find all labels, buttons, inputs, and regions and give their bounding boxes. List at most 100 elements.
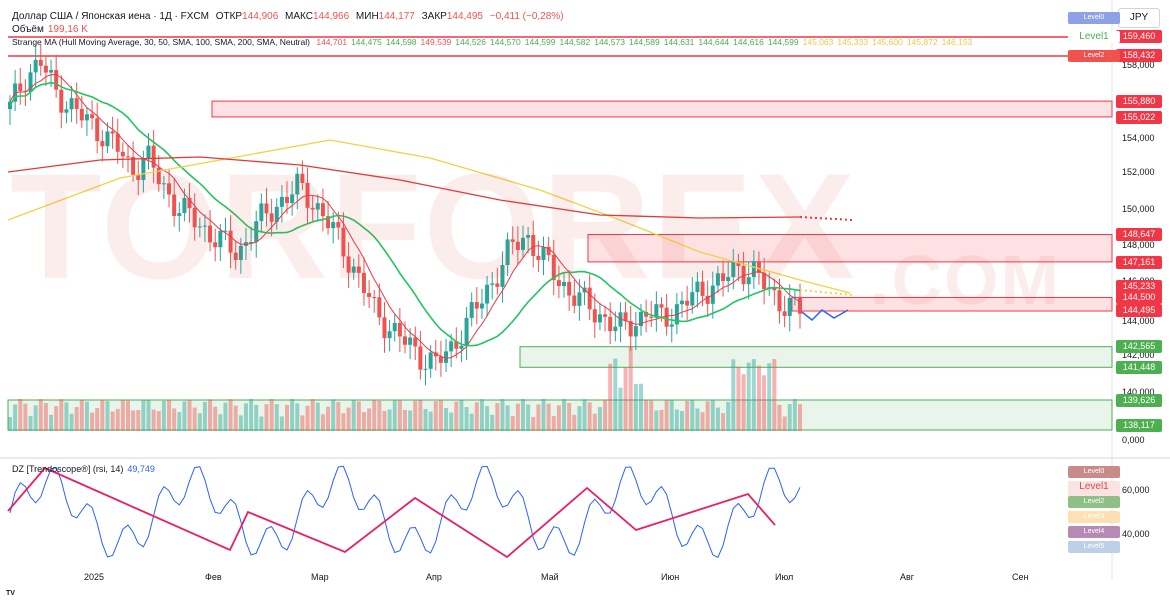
candle-body — [705, 295, 710, 304]
volume-bar — [644, 400, 649, 431]
volume-bar — [290, 399, 295, 431]
price-axis-label: 148,000 — [1122, 240, 1155, 250]
candle-body — [695, 281, 700, 293]
volume-bar — [90, 412, 95, 431]
volume-bar — [382, 411, 387, 431]
candle-body — [295, 173, 300, 195]
volume-bar — [172, 408, 177, 431]
low-label: МИН — [355, 11, 379, 22]
volume-bar — [136, 409, 141, 431]
candle-body — [633, 326, 638, 337]
level-badge: Level2 — [1068, 50, 1120, 62]
volume-bar — [721, 413, 726, 431]
candle-body — [772, 287, 777, 291]
candle-body — [792, 296, 797, 298]
volume-bar — [603, 399, 608, 431]
candle-body — [141, 158, 146, 181]
candle-body — [49, 70, 54, 73]
resistance-zone — [791, 296, 1113, 312]
volume-bar — [772, 359, 777, 431]
currency-button[interactable]: JPY — [1118, 8, 1160, 28]
candle-body — [392, 322, 397, 332]
volume-bar — [38, 399, 43, 431]
volume-label: Объём — [12, 24, 44, 35]
candle-body — [38, 59, 43, 66]
candle-body — [64, 109, 69, 113]
volume-bar — [495, 402, 500, 431]
volume-bar — [433, 401, 438, 431]
symbol-title: Доллар США / Японская иена · 1Д · FXCM — [12, 11, 209, 22]
change-value: −0,411 (−0,28%) — [489, 11, 564, 22]
candle-body — [28, 72, 33, 92]
month-label: Авг — [900, 572, 915, 582]
price-tag-resist: 144,500 — [1116, 291, 1162, 304]
candle-body — [654, 304, 659, 318]
volume-bar — [777, 404, 782, 431]
candle-body — [356, 266, 361, 273]
ma-value: 146,153 — [941, 37, 973, 47]
candle-body — [577, 292, 582, 306]
volume-bar — [669, 400, 674, 431]
volume-bar — [454, 401, 459, 431]
candle-body — [505, 239, 510, 265]
candle-body — [151, 145, 156, 168]
level-badge-level5: Level5 — [1068, 541, 1120, 553]
high-label: МАКС — [285, 11, 313, 22]
volume-bar — [628, 346, 633, 431]
candle-body — [320, 203, 325, 217]
candle-body — [526, 235, 531, 238]
candle-body — [161, 183, 166, 185]
candle-body — [556, 280, 561, 287]
rsi-label: DZ [Trendoscope®] (rsi, 14) — [12, 464, 124, 474]
candle-body — [259, 203, 264, 222]
candle-body — [218, 230, 223, 248]
rsi-header: DZ [Trendoscope®] (rsi, 14) 49,749 — [12, 464, 159, 474]
candle-body — [95, 118, 100, 142]
volume-bar — [500, 399, 505, 431]
ma-value: 144,582 — [559, 37, 591, 47]
volume-bar — [664, 400, 669, 431]
candle-body — [18, 83, 23, 91]
volume-bar — [187, 399, 192, 431]
candle-body — [228, 230, 233, 253]
volume-bar — [782, 416, 787, 431]
ma-value: 144,644 — [698, 37, 730, 47]
candle-body — [798, 296, 802, 314]
ma-value: 145,333 — [837, 37, 869, 47]
volume-bar — [285, 404, 290, 431]
open-label: ОТКР — [215, 11, 243, 22]
candle-body — [423, 368, 428, 370]
volume-bar — [305, 405, 310, 431]
ma-mid-line — [9, 81, 801, 347]
candle-body — [100, 141, 105, 147]
price-axis-label: 0,000 — [1122, 435, 1145, 445]
open-value: 144,906 — [242, 11, 279, 22]
candle-body — [726, 277, 731, 282]
support-zone — [519, 346, 1113, 368]
price-tag-resist: 145,233 — [1116, 280, 1162, 293]
volume-bar — [515, 403, 520, 431]
volume-bar — [510, 415, 515, 431]
candle-body — [474, 302, 479, 309]
ma-200-projection — [799, 216, 853, 221]
volume-bar — [736, 366, 741, 431]
month-label: Июл — [775, 572, 794, 582]
ma-value: 149,539 — [420, 37, 452, 47]
candle-body — [680, 300, 685, 305]
volume-bar — [95, 407, 100, 431]
candle-body — [115, 133, 120, 152]
candle-body — [536, 255, 541, 260]
candle-body — [490, 283, 495, 285]
chart-header: Доллар США / Японская иена · 1Д · FXCM О… — [12, 11, 568, 22]
volume-bar — [49, 414, 54, 431]
volume-bar — [23, 403, 28, 431]
volume-bar — [490, 414, 495, 431]
candle-body — [608, 316, 613, 332]
candle-body — [377, 297, 382, 318]
volume-bar — [618, 387, 623, 431]
candle-body — [397, 322, 402, 337]
volume-bar — [397, 400, 402, 431]
candle-body — [202, 225, 207, 227]
candle-body — [597, 314, 602, 323]
